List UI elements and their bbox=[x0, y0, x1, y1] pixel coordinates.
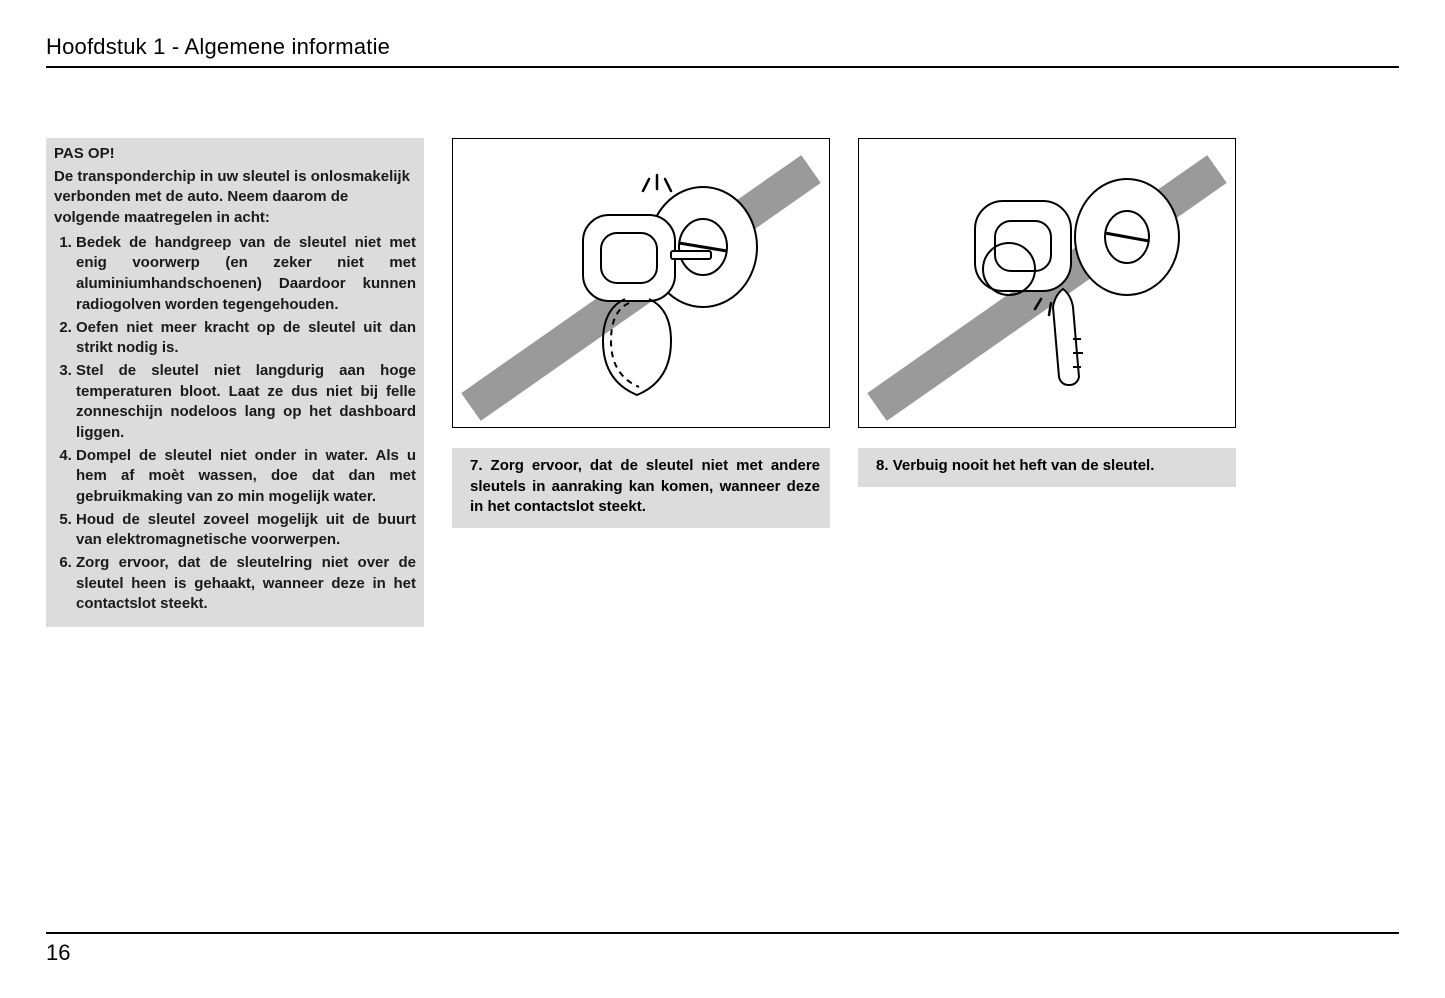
column-middle: 7. Zorg ervoor, dat de sleutel niet met … bbox=[452, 138, 830, 528]
figure-8 bbox=[858, 138, 1236, 428]
caption-8-number: 8. bbox=[876, 457, 889, 474]
warning-item: Dompel de sleutel niet onder in water. A… bbox=[76, 446, 416, 508]
warning-heading: PAS OP! bbox=[54, 144, 416, 165]
caption-8-text: Verbuig nooit het heft van de sleutel. bbox=[893, 457, 1155, 474]
figure-8-svg bbox=[859, 139, 1235, 427]
warning-list: Bedek de handgreep van de sleutel niet m… bbox=[54, 233, 416, 615]
warning-box: PAS OP! De transponderchip in uw sleutel… bbox=[46, 138, 424, 627]
warning-intro: De transponderchip in uw sleutel is onlo… bbox=[54, 167, 416, 229]
caption-7: 7. Zorg ervoor, dat de sleutel niet met … bbox=[452, 448, 830, 528]
column-right: 8. Verbuig nooit het heft van de sleutel… bbox=[858, 138, 1236, 487]
caption-8: 8. Verbuig nooit het heft van de sleutel… bbox=[858, 448, 1236, 487]
warning-item: Bedek de handgreep van de sleutel niet m… bbox=[76, 233, 416, 316]
warning-item: Zorg ervoor, dat de sleutelring niet ove… bbox=[76, 553, 416, 615]
warning-item: Stel de sleutel niet langdurig aan hoge … bbox=[76, 361, 416, 444]
manual-page: Hoofdstuk 1 - Algemene informatie PAS OP… bbox=[0, 0, 1445, 998]
column-left: PAS OP! De transponderchip in uw sleutel… bbox=[46, 138, 424, 627]
caption-7-text: Zorg ervoor, dat de sleutel niet met and… bbox=[470, 457, 820, 515]
figure-7-svg bbox=[453, 139, 829, 427]
content-columns: PAS OP! De transponderchip in uw sleutel… bbox=[46, 138, 1399, 627]
caption-7-number: 7. bbox=[470, 457, 483, 474]
page-number: 16 bbox=[46, 932, 1399, 966]
warning-item: Oefen niet meer kracht op de sleutel uit… bbox=[76, 318, 416, 359]
chapter-header: Hoofdstuk 1 - Algemene informatie bbox=[46, 34, 1399, 68]
figure-7 bbox=[452, 138, 830, 428]
warning-item: Houd de sleutel zoveel mogelijk uit de b… bbox=[76, 510, 416, 551]
